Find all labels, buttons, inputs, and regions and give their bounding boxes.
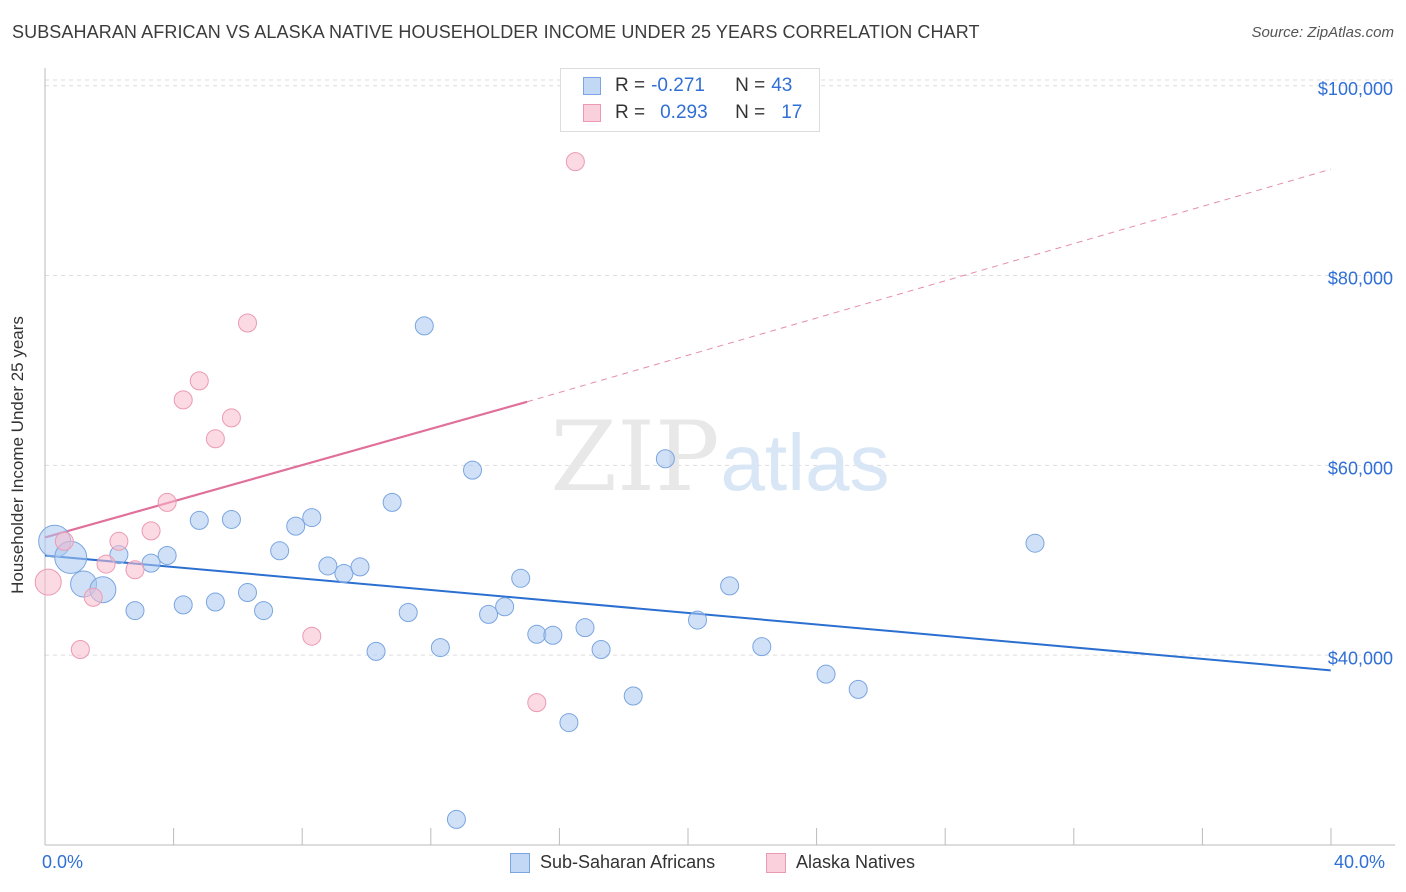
point-alaska [173, 390, 193, 410]
legend-row-blue: R = -0.271 N = 43 [583, 74, 792, 98]
y-tick-label: $40,000 [1328, 648, 1393, 668]
point-alaska [83, 587, 103, 607]
grid-lines [45, 79, 1395, 656]
point-subsaharan [848, 679, 868, 699]
legend-row-pink: R = 0.293 N = 17 [583, 101, 802, 125]
point-subsaharan [688, 610, 707, 630]
point-subsaharan [382, 492, 402, 512]
point-alaska [565, 152, 585, 172]
chart-source: Source: ZipAtlas.com [1251, 24, 1394, 41]
point-subsaharan [495, 597, 515, 617]
y-axis-label: Householder Income Under 25 years [8, 316, 27, 594]
trend-line-subsaharan [44, 554, 1331, 672]
y-tick-label: $80,000 [1328, 269, 1393, 289]
watermark-atlas: atlas [721, 418, 890, 507]
legend-r-value: 0.293 [660, 102, 708, 123]
point-alaska [70, 639, 90, 659]
point-subsaharan [591, 639, 611, 659]
point-alaska [125, 560, 145, 580]
point-alaska [141, 521, 161, 541]
point-subsaharan [318, 556, 338, 576]
point-subsaharan [752, 637, 772, 657]
point-alaska [96, 554, 116, 574]
point-alaska [302, 626, 322, 646]
point-subsaharan [125, 601, 145, 621]
bottom-legend-label-blue: Sub-Saharan Africans [540, 852, 716, 872]
y-tick-labels: $40,000 $60,000 $80,000 $100,000 [1318, 79, 1393, 668]
point-alaska [189, 371, 209, 391]
point-subsaharan [479, 604, 499, 624]
legend-n-value: 43 [771, 75, 793, 96]
point-alaska [34, 568, 62, 596]
trend-lines [44, 168, 1331, 672]
legend-swatch-pink [583, 104, 601, 122]
point-subsaharan [157, 546, 177, 566]
x-tick-label-min: 0.0% [42, 852, 84, 872]
legend-n-label: N = [735, 102, 766, 123]
legend-swatch-blue [583, 77, 601, 95]
point-alaska [157, 492, 177, 512]
point-subsaharan [286, 516, 306, 536]
point-subsaharan [141, 553, 161, 573]
legend-n-label: N = [735, 75, 766, 96]
point-subsaharan [302, 508, 322, 528]
point-subsaharan [463, 460, 482, 480]
point-subsaharan [623, 686, 643, 706]
x-tick-label-max: 40.0% [1334, 852, 1386, 872]
axes [44, 68, 1395, 846]
point-subsaharan [720, 576, 740, 596]
point-subsaharan [559, 713, 579, 733]
point-subsaharan [527, 624, 547, 644]
trend-line-alaska-extension [527, 168, 1331, 403]
y-tick-label: $60,000 [1328, 459, 1393, 479]
point-subsaharan [543, 625, 563, 645]
point-alaska [109, 531, 129, 551]
bottom-legend-pink: Alaska Natives [766, 852, 915, 873]
legend-r-label: R = [615, 75, 646, 96]
point-alaska [238, 313, 257, 333]
watermark: ZIP atlas [550, 401, 889, 513]
point-subsaharan [334, 564, 354, 584]
point-subsaharan [238, 583, 257, 603]
point-alaska [54, 531, 74, 551]
point-subsaharan [446, 809, 466, 829]
point-subsaharan [350, 557, 370, 577]
chart-title: SUBSAHARAN AFRICAN VS ALASKA NATIVE HOUS… [12, 22, 980, 42]
point-subsaharan [575, 618, 595, 638]
point-subsaharan [816, 664, 836, 684]
point-subsaharan [655, 449, 675, 469]
point-subsaharan [189, 510, 209, 530]
point-subsaharan [254, 601, 274, 621]
data-points [34, 152, 1045, 829]
point-subsaharan [398, 602, 418, 622]
legend-r-label: R = [615, 102, 646, 123]
point-subsaharan [221, 509, 241, 529]
point-subsaharan [1025, 533, 1045, 553]
point-subsaharan [430, 638, 450, 658]
bottom-legend-swatch-blue [510, 852, 530, 873]
correlation-legend: R = -0.271 N = 43 R = 0.293 N = 17 [560, 68, 820, 132]
legend-r-value: -0.271 [651, 75, 705, 96]
watermark-zip: ZIP [550, 401, 719, 513]
point-alaska [205, 429, 225, 449]
bottom-legend-blue: Sub-Saharan Africans [510, 852, 715, 873]
trend-line-alaska [44, 400, 528, 539]
point-alaska [527, 693, 547, 713]
point-subsaharan [414, 316, 434, 336]
point-subsaharan [173, 595, 193, 615]
point-subsaharan [366, 641, 386, 661]
y-tick-label: $100,000 [1318, 79, 1393, 99]
point-subsaharan [270, 541, 290, 561]
point-alaska [221, 408, 241, 428]
point-subsaharan [511, 568, 531, 588]
legend-n-value: 17 [781, 102, 803, 123]
bottom-legend-swatch-pink [766, 852, 786, 873]
point-subsaharan [205, 592, 225, 612]
bottom-legend-label-pink: Alaska Natives [796, 852, 916, 872]
